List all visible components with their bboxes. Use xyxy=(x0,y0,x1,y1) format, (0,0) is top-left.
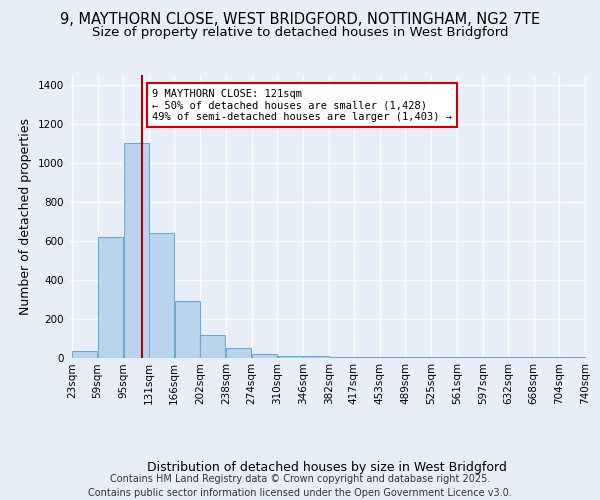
Bar xyxy=(98,236,123,358)
Text: 9, MAYTHORN CLOSE, WEST BRIDGFORD, NOTTINGHAM, NG2 7TE: 9, MAYTHORN CLOSE, WEST BRIDGFORD, NOTTI… xyxy=(60,12,540,28)
Bar xyxy=(175,301,200,358)
Y-axis label: Number of detached properties: Number of detached properties xyxy=(19,118,32,315)
Bar xyxy=(406,357,431,358)
Text: Size of property relative to detached houses in West Bridgford: Size of property relative to detached ho… xyxy=(92,26,508,39)
Bar xyxy=(72,350,97,358)
Bar xyxy=(278,356,303,358)
Text: Distribution of detached houses by size in West Bridgford: Distribution of detached houses by size … xyxy=(147,461,507,474)
Bar xyxy=(380,357,405,358)
Bar xyxy=(124,143,149,358)
Bar xyxy=(354,356,379,358)
Bar xyxy=(149,233,174,358)
Text: Contains HM Land Registry data © Crown copyright and database right 2025.
Contai: Contains HM Land Registry data © Crown c… xyxy=(88,474,512,498)
Bar xyxy=(226,348,251,358)
Bar xyxy=(329,356,353,358)
Text: 9 MAYTHORN CLOSE: 121sqm
← 50% of detached houses are smaller (1,428)
49% of sem: 9 MAYTHORN CLOSE: 121sqm ← 50% of detach… xyxy=(152,88,452,122)
Bar xyxy=(304,356,329,358)
Bar xyxy=(252,354,277,358)
Bar xyxy=(200,335,226,357)
